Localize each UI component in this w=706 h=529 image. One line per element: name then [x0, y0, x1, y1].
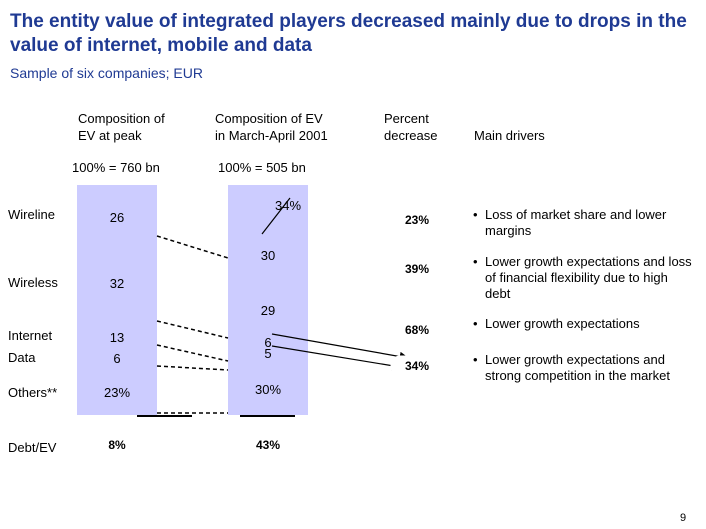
driver-wireline: • Loss of market share and lower margins — [473, 207, 698, 241]
connector-wireline — [156, 235, 229, 259]
seg-march-internet: 6 — [264, 335, 272, 350]
driver-wireless: • Lower growth expectations and loss of … — [473, 254, 698, 304]
driver-wireless-text: Lower growth expectations and loss of fi… — [485, 254, 692, 301]
arrow-data — [271, 345, 402, 371]
base-total-march: 100% = 505 bn — [218, 160, 306, 175]
row-label-data: Data — [8, 350, 36, 365]
seg-peak-internet: 13 — [109, 330, 125, 345]
column-header-march-line1: Composition of EV — [215, 111, 323, 126]
bar-peak — [77, 185, 157, 415]
decrease-wireline: 23% — [404, 213, 430, 227]
seg-march-wireless: 30 — [260, 248, 276, 263]
driver-data-text: Lower growth expectations and strong com… — [485, 352, 670, 383]
seg-peak-wireless: 32 — [109, 276, 125, 291]
bullet-icon: • — [473, 352, 478, 367]
seg-peak-others: 23% — [103, 385, 131, 400]
driver-internet: • Lower growth expectations — [473, 316, 698, 334]
row-label-debt-ev: Debt/EV — [8, 440, 57, 455]
decrease-internet: 68% — [404, 323, 430, 337]
row-label-wireline: Wireline — [8, 207, 55, 222]
column-header-march: Composition of EV in March-April 2001 — [215, 110, 328, 144]
bullet-icon: • — [473, 254, 478, 269]
column-header-decrease: Percent decrease — [384, 110, 437, 144]
decrease-data: 34% — [404, 359, 430, 373]
column-header-peak-line1: Composition of — [78, 111, 165, 126]
column-header-decrease-line2: decrease — [384, 128, 438, 143]
badge-box-wireline — [390, 209, 444, 231]
page-subtitle: Sample of six companies; EUR — [10, 65, 203, 81]
driver-wireline-text: Loss of market share and lower margins — [485, 207, 667, 238]
connector-data — [156, 365, 229, 371]
decrease-wireless: 39% — [404, 262, 430, 276]
bar-march — [228, 185, 308, 415]
pointer-wireline-34 — [261, 197, 291, 235]
seg-peak-wireline: 26 — [109, 210, 125, 225]
seg-peak-data: 6 — [113, 351, 121, 366]
page-title: The entity value of integrated players d… — [10, 11, 687, 56]
row-label-others: Others** — [8, 385, 58, 400]
arrow-internet — [271, 333, 410, 362]
connector-wireless — [156, 320, 229, 339]
seg-march-debt-ev: 43% — [255, 438, 281, 452]
seg-peak-debt-ev: 8% — [108, 438, 126, 452]
row-label-internet: Internet — [8, 328, 53, 343]
driver-data: • Lower growth expectations and strong c… — [473, 352, 698, 386]
row-label-wireless: Wireless — [8, 275, 58, 290]
seg-march-data: 5 — [264, 346, 272, 361]
seg-march-wireline: 34% — [274, 198, 302, 213]
column-header-peak-line2: EV at peak — [78, 128, 142, 143]
driver-internet-text: Lower growth expectations — [485, 316, 640, 331]
base-total-peak: 100% = 760 bn — [72, 160, 160, 175]
column-header-march-line2: in March-April 2001 — [215, 128, 328, 143]
column-header-peak: Composition of EV at peak — [78, 110, 165, 144]
seg-march-others-29: 29 — [260, 303, 276, 318]
bullet-icon: • — [473, 316, 478, 331]
connector-internet — [156, 344, 229, 362]
column-header-decrease-line1: Percent — [384, 111, 429, 126]
seg-march-others: 30% — [254, 382, 282, 397]
badge-box-internet — [390, 319, 444, 341]
badge-box-data — [390, 355, 444, 377]
badge-box-wireless — [390, 258, 444, 280]
column-header-drivers: Main drivers — [474, 128, 545, 143]
bullet-icon: • — [473, 207, 478, 222]
page-number: 9 — [680, 512, 687, 524]
